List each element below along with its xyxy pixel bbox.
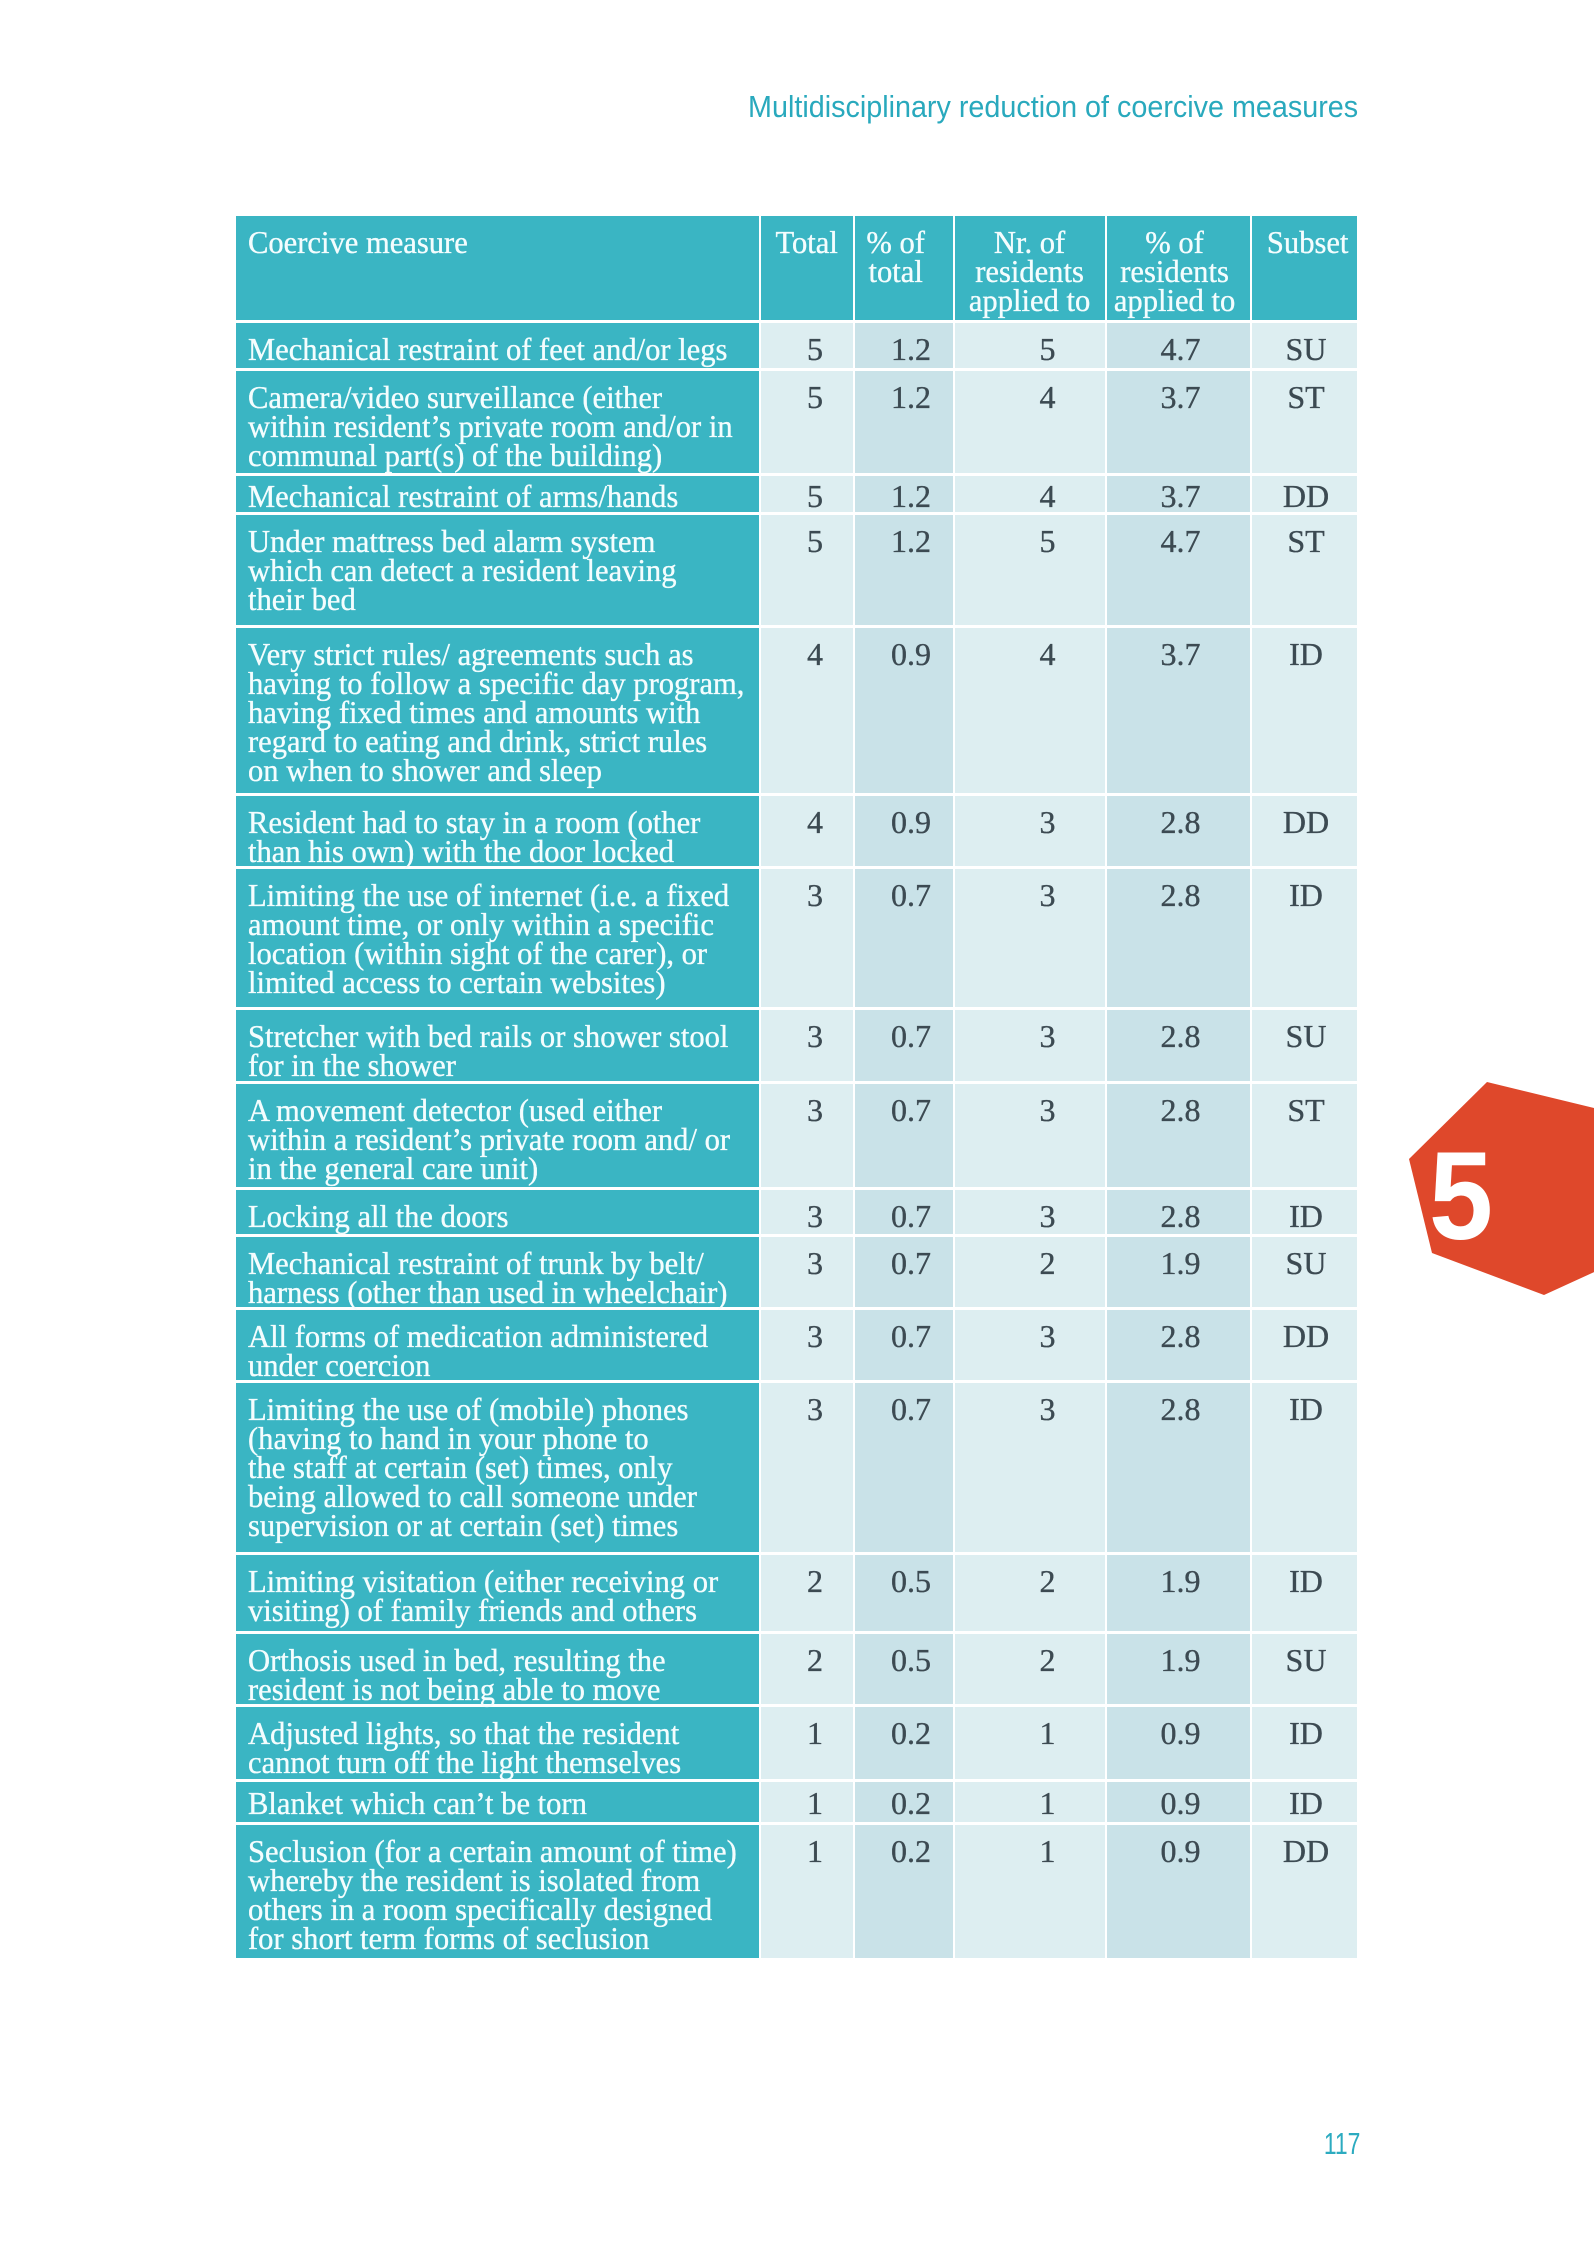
svg-text:5: 5 [1429, 1127, 1493, 1266]
